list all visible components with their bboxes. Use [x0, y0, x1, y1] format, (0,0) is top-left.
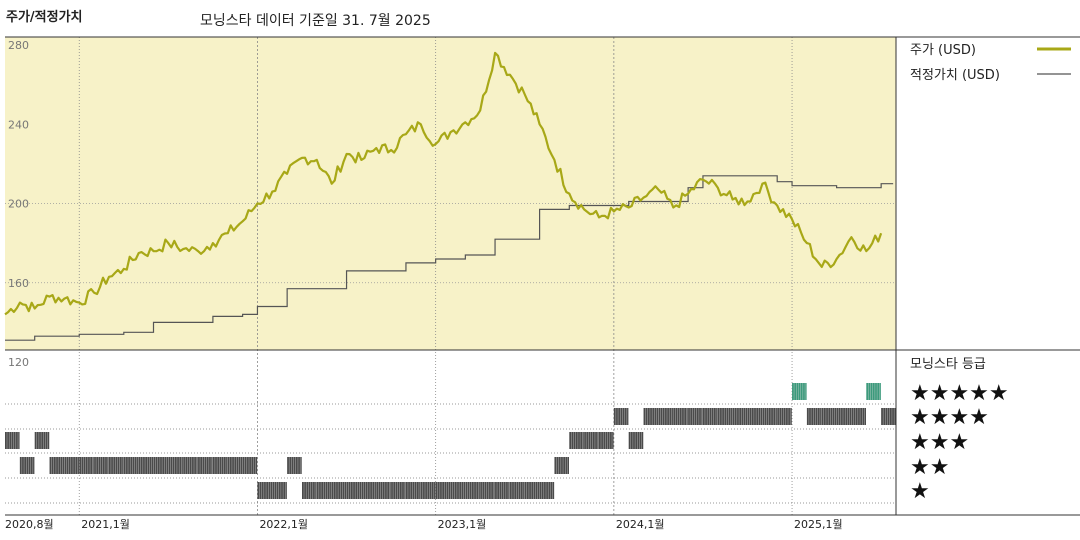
- legend-5-stars: ★★★★★: [910, 381, 1009, 406]
- rating-bar-2021-10: [212, 457, 228, 474]
- price-line: [4, 51, 883, 316]
- y-tick-label: 240: [8, 118, 29, 131]
- rating-bar-2023-02: [450, 482, 466, 499]
- y-tick-label: 280: [8, 39, 29, 52]
- rating-bar-2022-06: [331, 482, 347, 499]
- y-tick-label: 200: [8, 198, 29, 211]
- rating-bar-2022-09: [376, 482, 391, 499]
- rating-bar-2021-11: [227, 457, 243, 474]
- x-tick-label: 2023,1월: [438, 518, 487, 531]
- rating-bar-2023-07: [524, 482, 540, 499]
- rating-bar-2022-03: [287, 457, 302, 474]
- rating-bar-2022-10: [391, 482, 406, 499]
- rating-legend-title: 모닝스타 등급: [910, 357, 986, 372]
- rating-bar-2025-07: [881, 408, 896, 425]
- rating-bar-2024-02: [628, 432, 644, 449]
- rating-bar-2021-09: [198, 457, 213, 474]
- rating-bar-2024-11: [762, 408, 777, 425]
- rating-bar-2023-03: [465, 482, 480, 499]
- rating-bar-2024-12: [777, 408, 792, 425]
- rating-bar-2024-10: [747, 408, 763, 425]
- y-tick-labels: 280 240 200 160 120: [8, 39, 29, 369]
- rating-bar-2024-07: [702, 408, 718, 425]
- rating-bar-2025-06: [866, 383, 881, 400]
- rating-bar-2021-06: [153, 457, 169, 474]
- rating-bar-2020-10: [34, 432, 50, 449]
- chart-title: 주가/적정가치: [6, 10, 83, 25]
- x-tick-label: 2021,1월: [81, 518, 130, 531]
- rating-bar-2021-07: [168, 457, 183, 474]
- rating-bar-2025-02: [806, 408, 822, 425]
- rating-bar-2021-01: [79, 457, 94, 474]
- rating-bar-2020-08: [5, 432, 20, 449]
- rating-bar-2025-05: [851, 408, 866, 425]
- rating-bar-2024-08: [717, 408, 733, 425]
- rating-bar-2021-04: [123, 457, 139, 474]
- legend-3-stars: ★★★: [910, 430, 969, 455]
- rating-bar-2024-04: [658, 408, 673, 425]
- rating-bar-2022-08: [361, 482, 376, 499]
- rating-bar-2021-03: [108, 457, 124, 474]
- x-tick-label: 2022,1월: [259, 518, 308, 531]
- rating-bar-2023-11: [584, 432, 599, 449]
- rating-bar-2023-04: [480, 482, 495, 499]
- y-tick-label: 160: [8, 277, 29, 290]
- rating-bar-2023-08: [539, 482, 555, 499]
- rating-bar-2024-06: [688, 408, 703, 425]
- rating-bar-2024-05: [673, 408, 688, 425]
- x-tick-labels: 2020,8월 2021,1월 2022,1월 2023,1월 2024,1월 2025,…: [5, 518, 843, 531]
- x-tick-label: 2025,1월: [794, 518, 843, 531]
- rating-bars: [5, 383, 896, 499]
- price-plot-background: [5, 37, 896, 350]
- legend: 주가 (USD) 적정가치 (USD) 모닝스타 등급 ★★★★★ ★★★★ ★…: [910, 43, 1071, 504]
- rating-bar-2022-04: [302, 482, 317, 499]
- fair-value-line: [5, 175, 894, 341]
- rating-bar-2021-02: [94, 457, 109, 474]
- rating-bar-2024-03: [643, 408, 659, 425]
- y-tick-label: 120: [8, 356, 29, 369]
- x-tick-label: 2024,1월: [616, 518, 665, 531]
- rating-bar-2020-11: [49, 457, 65, 474]
- x-tick-label: 2020,8월: [5, 518, 54, 531]
- rating-bar-2021-08: [183, 457, 198, 474]
- legend-4-stars: ★★★★: [910, 405, 989, 430]
- rating-bar-2023-10: [569, 432, 584, 449]
- rating-bar-2025-04: [836, 408, 852, 425]
- rating-bar-2021-05: [138, 457, 154, 474]
- rating-bar-2023-12: [599, 432, 614, 449]
- rating-bar-2022-02: [272, 482, 287, 499]
- legend-2-stars: ★★: [910, 455, 949, 480]
- rating-bar-2021-12: [242, 457, 258, 474]
- rating-bar-2023-05: [495, 482, 510, 499]
- rating-bar-2022-05: [316, 482, 332, 499]
- rating-bar-2023-01: [435, 482, 451, 499]
- legend-price-label: 주가 (USD): [910, 43, 976, 58]
- rating-bar-2022-12: [420, 482, 436, 499]
- rating-bar-2023-09: [554, 457, 569, 474]
- rating-bar-2023-06: [509, 482, 525, 499]
- rating-bar-2025-03: [821, 408, 837, 425]
- rating-bar-2025-01: [792, 383, 807, 400]
- rating-bar-2024-01: [613, 408, 629, 425]
- rating-bar-2020-12: [64, 457, 79, 474]
- legend-fairvalue-label: 적정가치 (USD): [910, 68, 1000, 83]
- rating-bar-2020-09: [19, 457, 35, 474]
- rating-bar-2022-11: [405, 482, 421, 499]
- rating-bar-2022-07: [346, 482, 362, 499]
- rating-bar-2024-09: [732, 408, 748, 425]
- data-date-subtitle: 모닝스타 데이터 기준일 31. 7월 2025: [200, 13, 431, 29]
- rating-bar-2022-01: [257, 482, 272, 499]
- legend-1-star: ★: [910, 479, 930, 504]
